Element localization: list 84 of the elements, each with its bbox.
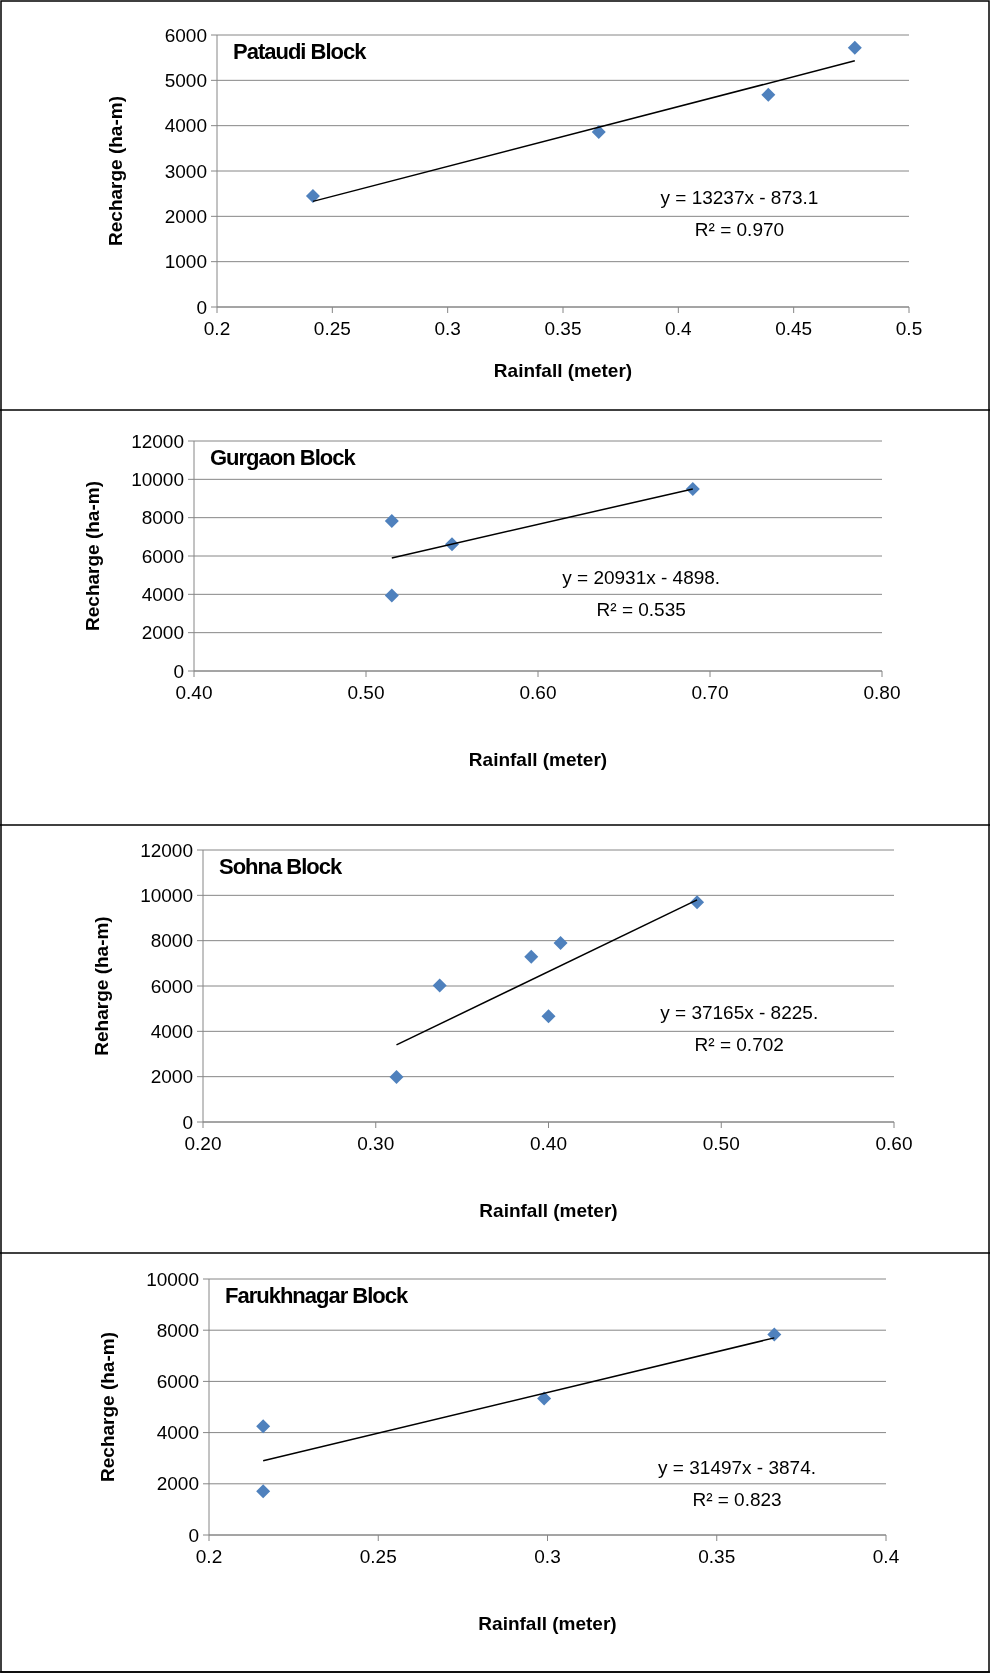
annotation: y = 31497x - 3874. [658,1456,817,1478]
y-tick-label: 0 [196,296,207,318]
x-tick-label: 0.4 [872,1546,900,1567]
point [761,87,776,102]
y-axis-title: Recharge (ha-m) [105,96,126,246]
x-tick-label: 0.3 [434,318,461,339]
x-axis-title: Rainfall (meter) [468,749,608,770]
chart-title: Gurgaon Block [210,445,357,470]
annotation: R² = 0.970 [694,218,785,240]
y-tick-label: 8000 [150,930,193,952]
point [432,978,447,993]
x-tick-label: 0.20 [184,1133,222,1154]
x-tick-label: 0.35 [544,318,582,339]
y-tick-label: 0 [173,660,184,682]
y-tick-label: 10000 [131,468,184,490]
x-axis-title: Rainfall (meter) [493,360,633,381]
y-tick-label: 8000 [156,1319,199,1341]
y-tick-label: 5000 [164,69,207,91]
point [553,935,568,950]
point [256,1484,271,1499]
x-axis-title: Rainfall (meter) [479,1200,618,1221]
point [384,588,399,603]
x-tick-label: 0.45 [775,318,813,339]
point [384,513,399,528]
y-tick-label: 4000 [141,583,184,605]
x-tick-label: 0.60 [875,1133,913,1154]
x-tick-label: 0.25 [313,318,351,339]
chart-title: Pataudi Block [233,39,368,64]
chart-title: Sohna Block [219,854,344,879]
x-tick-label: 0.5 [895,318,923,339]
y-tick-label: 1000 [164,251,207,273]
point [541,1009,556,1024]
chart-title: Farukhnagar Block [225,1283,410,1308]
x-tick-label: 0.2 [195,1546,223,1567]
y-tick-label: 10000 [140,884,193,906]
y-axis-title: Recharge (ha-m) [97,1332,118,1482]
x-tick-label: 0.25 [359,1546,397,1567]
y-tick-label: 8000 [141,507,184,529]
x-tick-label: 0.50 [702,1133,740,1154]
x-tick-label: 0.35 [698,1546,736,1567]
annotation: R² = 0.535 [596,598,686,620]
y-tick-label: 0 [182,1111,193,1133]
point [256,1419,271,1434]
point [591,125,606,140]
annotation: y = 37165x - 8225. [660,1001,819,1023]
point [537,1391,552,1406]
x-tick-label: 0.60 [519,682,557,703]
y-tick-label: 2000 [150,1066,193,1088]
x-tick-label: 0.3 [534,1546,561,1567]
y-tick-label: 4000 [156,1422,199,1444]
y-tick-label: 4000 [164,115,207,137]
y-tick-label: 0 [188,1524,199,1546]
annotation: y = 20931x - 4898. [562,566,721,588]
y-tick-label: 6000 [150,975,193,997]
y-tick-label: 6000 [156,1371,199,1393]
y-tick-label: 2000 [164,205,207,227]
annotation: R² = 0.702 [694,1033,784,1055]
y-tick-label: 4000 [150,1020,193,1042]
point [305,188,320,203]
y-tick-label: 12000 [131,430,184,452]
x-tick-label: 0.2 [203,318,231,339]
y-tick-label: 10000 [146,1268,199,1290]
y-tick-label: 2000 [156,1473,199,1495]
y-axis-title: Reharge (ha-m) [91,916,112,1056]
x-tick-label: 0.70 [691,682,729,703]
point [389,1070,404,1085]
x-tick-label: 0.30 [357,1133,395,1154]
x-axis-title: Rainfall (meter) [478,1613,617,1634]
x-tick-label: 0.80 [863,682,901,703]
x-tick-label: 0.50 [347,682,385,703]
y-tick-label: 2000 [141,622,184,644]
annotation: y = 13237x - 873.1 [660,186,819,208]
y-tick-label: 6000 [141,545,184,567]
y-axis-title: Recharge (ha-m) [82,481,103,631]
point [847,40,862,55]
y-tick-label: 6000 [164,24,207,46]
y-tick-label: 3000 [164,160,207,182]
y-tick-label: 12000 [140,839,193,861]
point [524,949,539,964]
x-tick-label: 0.40 [530,1133,567,1154]
x-tick-label: 0.40 [175,682,213,703]
x-tick-label: 0.4 [665,318,692,339]
point [767,1327,782,1342]
annotation: R² = 0.823 [692,1488,782,1510]
